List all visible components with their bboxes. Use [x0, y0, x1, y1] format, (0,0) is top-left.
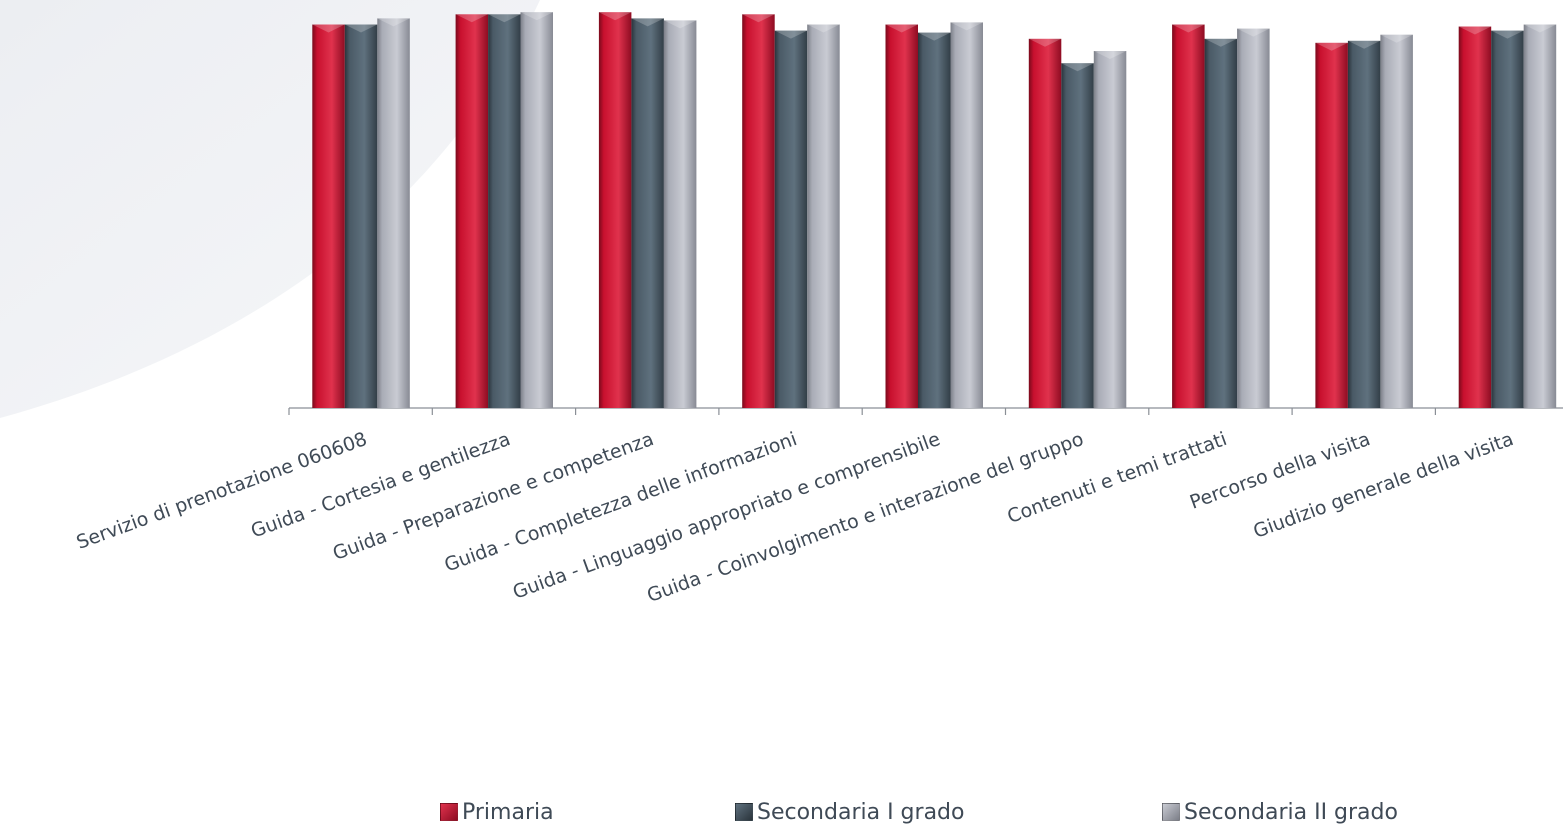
bar-secondaria-ii-grado-5 — [951, 22, 984, 408]
bar-primaria-1 — [312, 25, 345, 409]
bar-secondaria-ii-grado-3 — [664, 20, 697, 408]
bar-secondaria-ii-grado-9 — [1524, 25, 1557, 409]
bar-secondaria-ii-grado-1 — [377, 18, 410, 408]
bar-primaria-8 — [1315, 43, 1348, 408]
legend-swatch-primaria — [440, 803, 458, 821]
bar-secondaria-ii-grado-2 — [521, 12, 554, 408]
bar-secondaria-i-grado-2 — [488, 14, 520, 408]
legend-item-secondaria-i-grado: Secondaria I grado — [735, 796, 964, 828]
bar-secondaria-i-grado-3 — [631, 18, 664, 408]
bar-secondaria-ii-grado-8 — [1380, 35, 1413, 408]
legend-swatch-secondaria-i-grado — [735, 803, 753, 821]
legend-item-primaria: Primaria — [440, 796, 554, 828]
bar-secondaria-ii-grado-4 — [807, 25, 840, 409]
bar-secondaria-ii-grado-6 — [1094, 51, 1127, 408]
bar-primaria-6 — [1029, 39, 1062, 408]
bar-secondaria-i-grado-7 — [1205, 39, 1238, 408]
bar-primaria-3 — [599, 12, 632, 408]
bar-secondaria-i-grado-9 — [1491, 31, 1524, 408]
x-tick-label: Servizio di prenotazione 060608 — [74, 428, 370, 554]
legend-label-primaria: Primaria — [462, 800, 554, 825]
bar-primaria-7 — [1172, 25, 1205, 409]
bar-secondaria-i-grado-5 — [918, 33, 951, 408]
bar-secondaria-i-grado-4 — [775, 31, 808, 408]
bar-secondaria-i-grado-8 — [1348, 41, 1381, 408]
bar-primaria-5 — [886, 25, 919, 409]
bar-secondaria-ii-grado-7 — [1237, 29, 1270, 408]
legend-swatch-secondaria-ii-grado — [1162, 803, 1180, 821]
bar-primaria-2 — [456, 14, 489, 408]
bar-secondaria-i-grado-6 — [1061, 63, 1094, 408]
bar-primaria-9 — [1459, 27, 1492, 409]
legend-label-secondaria-ii-grado: Secondaria II grado — [1184, 800, 1398, 825]
x-tick-label: Giudizio generale della visita — [1250, 428, 1516, 543]
legend-label-secondaria-i-grado: Secondaria I grado — [757, 800, 964, 825]
bar-secondaria-i-grado-1 — [345, 25, 378, 409]
legend-item-secondaria-ii-grado: Secondaria II grado — [1162, 796, 1398, 828]
bar-primaria-4 — [742, 14, 775, 408]
